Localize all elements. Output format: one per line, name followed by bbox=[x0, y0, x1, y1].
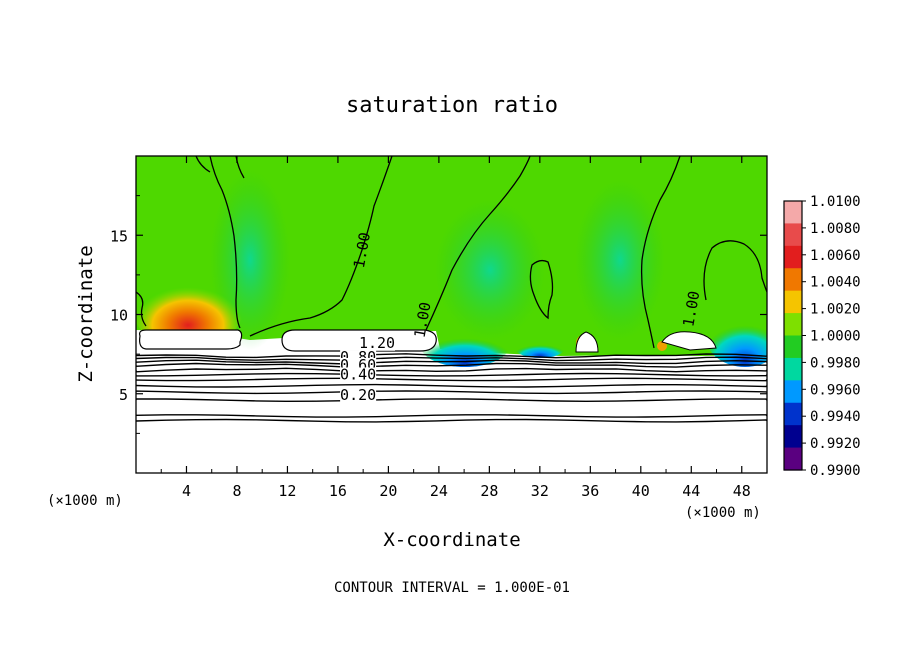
contour-line-low bbox=[136, 390, 767, 395]
contour-line-low bbox=[136, 377, 767, 382]
x-unit-left: (×1000 m) bbox=[47, 493, 123, 509]
y-axis-label: Z-coordinate bbox=[75, 245, 97, 382]
contour-1-far-right bbox=[703, 240, 767, 301]
colorbar-tick-label: 0.9960 bbox=[810, 382, 861, 398]
colorbar-swatch bbox=[784, 201, 802, 225]
contour-line-low bbox=[136, 367, 767, 373]
colorbar-swatch bbox=[784, 425, 802, 449]
y-axis: 5 10 15 bbox=[110, 195, 767, 434]
contour-1-ridge bbox=[249, 156, 393, 337]
contour-labels: 1.200.800.600.400.201.001.00 1.00 bbox=[340, 231, 703, 404]
contour-1-main bbox=[209, 156, 241, 329]
contour-label-bg bbox=[359, 335, 396, 351]
x-unit-right: (×1000 m) bbox=[685, 505, 761, 521]
blue-pool-2 bbox=[705, 303, 767, 367]
blue-pool-3 bbox=[515, 338, 565, 358]
contour-1-right bbox=[640, 156, 681, 349]
colorbar-swatch bbox=[784, 447, 802, 471]
colorbar-tick-label: 1.0100 bbox=[810, 194, 861, 210]
contour-interval-note: CONTOUR INTERVAL = 1.000E-01 bbox=[334, 580, 570, 596]
colorbar-swatch bbox=[784, 245, 802, 269]
contour-line-low bbox=[136, 362, 767, 368]
cyan-plume-right bbox=[575, 180, 665, 340]
orange-spot-2 bbox=[657, 341, 667, 351]
colorbar-tick-label: 0.9980 bbox=[810, 355, 861, 371]
contour-label: 1.00 bbox=[679, 290, 703, 329]
x-axis-label: X-coordinate bbox=[383, 529, 520, 551]
red-plume bbox=[136, 272, 243, 348]
contour-line-low bbox=[136, 353, 767, 359]
cloud-white-4 bbox=[661, 331, 717, 351]
colorbar-tick-label: 0.9900 bbox=[810, 463, 861, 479]
contour-1-island bbox=[529, 259, 554, 320]
x-tick-label: 32 bbox=[531, 482, 549, 500]
x-tick-label: 44 bbox=[682, 482, 700, 500]
x-tick-label: 16 bbox=[329, 482, 347, 500]
colorbar-swatch bbox=[784, 223, 802, 247]
x-tick-label: 4 bbox=[182, 482, 191, 500]
contour-label: 0.40 bbox=[340, 365, 376, 383]
colorbar-swatch bbox=[784, 357, 802, 381]
colorbar-swatch bbox=[784, 313, 802, 337]
x-tick-label: 24 bbox=[430, 482, 448, 500]
x-tick-label: 36 bbox=[581, 482, 599, 500]
contour-line-low bbox=[136, 356, 767, 362]
contour-line-low bbox=[136, 414, 767, 418]
contour-label: 1.00 bbox=[411, 301, 435, 340]
x-tick-label: 20 bbox=[379, 482, 397, 500]
contour-1-left bbox=[136, 291, 147, 327]
contour-label-bg bbox=[340, 367, 377, 383]
contour-line-low bbox=[136, 372, 767, 377]
contour-line-low bbox=[136, 418, 767, 423]
colorbar-tick-label: 0.9920 bbox=[810, 436, 861, 452]
cyan-plume-mid bbox=[435, 200, 545, 340]
contour-1-mid bbox=[425, 156, 531, 331]
x-axis: 4 8 12 16 20 24 28 32 36 40 44 48 bbox=[160, 156, 751, 500]
colorbar-swatch bbox=[784, 402, 802, 426]
cloud-white-3 bbox=[575, 331, 599, 353]
colorbar-tick-label: 0.9940 bbox=[810, 409, 861, 425]
y-tick-label: 5 bbox=[119, 386, 128, 404]
contour-line-low bbox=[136, 398, 767, 403]
colorbar-tick-label: 1.0080 bbox=[810, 221, 861, 237]
chart-title: saturation ratio bbox=[346, 93, 558, 118]
colorbar-swatch bbox=[784, 380, 802, 404]
contour-label: 1.00 bbox=[350, 231, 374, 270]
contour-line-low bbox=[136, 383, 767, 388]
y-tick-label: 15 bbox=[110, 227, 128, 245]
x-tick-label: 8 bbox=[232, 482, 241, 500]
colorbar-tick-label: 1.0040 bbox=[810, 275, 861, 291]
colorbar-swatch bbox=[784, 268, 802, 292]
cloud-white-1 bbox=[139, 329, 243, 350]
colorbar-swatch bbox=[784, 290, 802, 314]
x-tick-label: 28 bbox=[480, 482, 498, 500]
colorbar: 1.0100 1.0080 1.0060 1.0040 1.0020 1.0000 0.99… bbox=[783, 194, 861, 479]
contour-line-low bbox=[136, 359, 767, 365]
contour-label: 1.20 bbox=[359, 334, 395, 352]
colorbar-tick-label: 1.0060 bbox=[810, 248, 861, 264]
colorbar-tick-label: 1.0020 bbox=[810, 302, 861, 318]
contour-label: 0.20 bbox=[340, 386, 376, 404]
contour-label-bg bbox=[340, 388, 377, 404]
x-tick-label: 40 bbox=[632, 482, 650, 500]
colorbar-tick-label: 1.0000 bbox=[810, 329, 861, 345]
x-tick-label: 48 bbox=[733, 482, 751, 500]
contour-lines bbox=[136, 353, 767, 423]
x-tick-label: 12 bbox=[278, 482, 296, 500]
y-tick-label: 10 bbox=[110, 307, 128, 325]
colorbar-swatch bbox=[784, 335, 802, 359]
